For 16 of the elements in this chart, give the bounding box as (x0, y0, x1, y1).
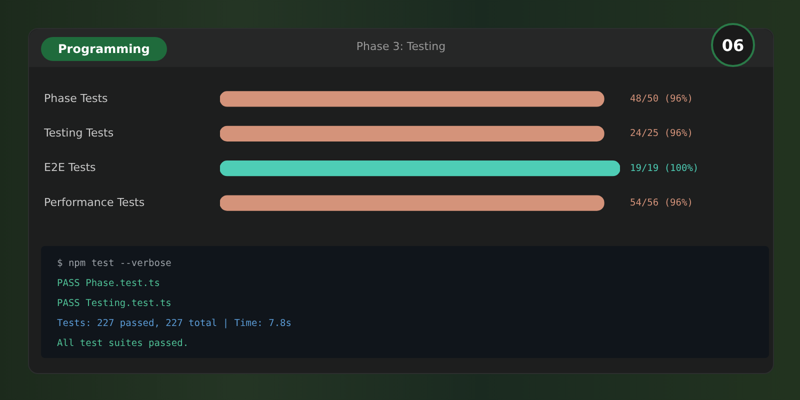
data-label: 48/50 (96%) (630, 93, 693, 104)
data-label: 24/25 (96%) (630, 128, 693, 140)
text: PASS Phase.test.ts (57, 277, 161, 291)
chart-title: Phase 3: Testing (356, 40, 446, 53)
data-label: 54/56 (96%) (630, 198, 693, 209)
data-label: 19/19 (100%) (630, 162, 699, 174)
text: 06 (711, 23, 755, 67)
y-tick-label: Testing Tests (43, 126, 114, 140)
text: All test suites passed. (57, 337, 190, 351)
text: $ npm test --verbose (57, 257, 172, 271)
text: Tests: 227 passed, 227 total | Time: 7.8s (57, 317, 292, 331)
y-tick-label: E2E Tests (44, 161, 96, 174)
text: Programming (41, 37, 167, 61)
y-tick-label: Performance Tests (44, 196, 145, 209)
text: PASS Testing.test.ts (57, 297, 172, 311)
y-tick-label: Phase Tests (44, 92, 108, 105)
